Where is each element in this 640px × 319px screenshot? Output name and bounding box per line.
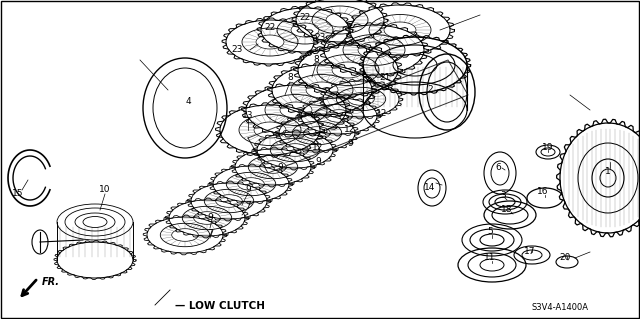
Text: 3: 3: [500, 190, 506, 199]
Text: 18: 18: [501, 205, 513, 214]
Text: 1: 1: [605, 167, 611, 176]
Text: 21: 21: [380, 73, 390, 83]
Text: 10: 10: [99, 186, 111, 195]
Text: 17: 17: [524, 248, 536, 256]
Text: 9: 9: [315, 158, 321, 167]
Text: 9: 9: [347, 138, 353, 147]
Text: 8: 8: [287, 73, 293, 83]
Text: 23: 23: [231, 46, 243, 55]
Text: 12: 12: [376, 108, 388, 117]
Text: — LOW CLUTCH: — LOW CLUTCH: [175, 301, 265, 311]
Text: 20: 20: [559, 254, 571, 263]
Text: 9: 9: [277, 164, 283, 173]
Text: 22: 22: [300, 12, 310, 21]
Text: 7: 7: [245, 201, 251, 210]
Text: 14: 14: [424, 183, 436, 192]
Text: 16: 16: [537, 188, 548, 197]
Text: 9: 9: [245, 186, 251, 195]
Text: 22: 22: [264, 24, 276, 33]
Text: 2: 2: [427, 85, 433, 94]
Text: 11: 11: [484, 254, 496, 263]
Text: 23: 23: [314, 33, 326, 42]
Text: FR.: FR.: [42, 277, 60, 287]
Text: 13: 13: [243, 110, 253, 120]
Text: 12: 12: [312, 143, 324, 152]
Text: 9: 9: [207, 213, 213, 222]
Text: S3V4-A1400A: S3V4-A1400A: [531, 303, 589, 313]
Text: 12: 12: [344, 125, 356, 135]
Text: 5: 5: [487, 227, 493, 236]
Text: 7: 7: [207, 228, 213, 238]
Text: 6: 6: [495, 164, 501, 173]
Text: 8: 8: [313, 56, 319, 64]
Text: 19: 19: [542, 144, 554, 152]
Text: 4: 4: [185, 98, 191, 107]
Text: 15: 15: [12, 189, 24, 197]
